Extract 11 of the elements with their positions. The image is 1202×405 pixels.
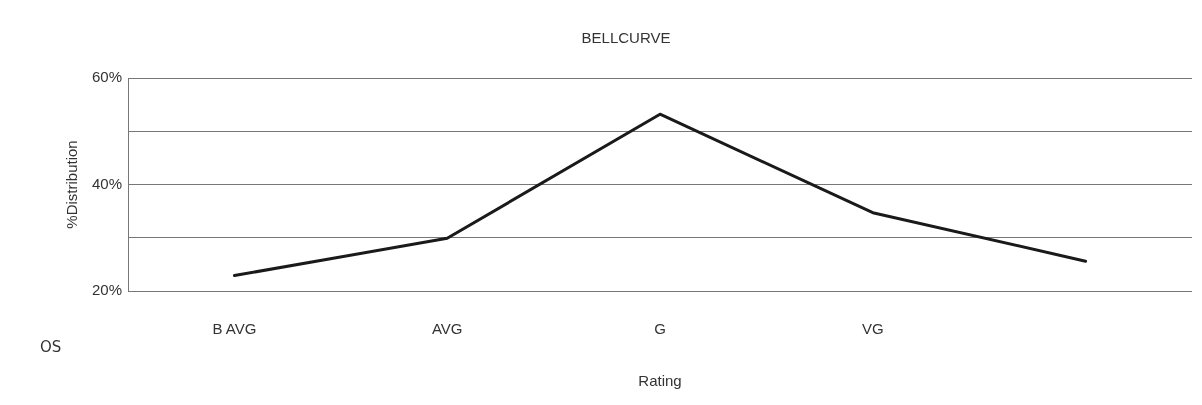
chart-title: BELLCURVE — [581, 29, 671, 47]
y-tick-label: 60% — [91, 68, 123, 86]
text: OS — [40, 338, 62, 356]
x-tick-label: B AVG — [212, 320, 257, 338]
y-tick-label: 20% — [91, 281, 123, 299]
x-tick-label: AVG — [431, 320, 463, 338]
y-axis-title: %Distribution — [63, 140, 81, 229]
x-axis-title: Rating — [638, 372, 682, 390]
x-tick-label: G — [654, 320, 666, 338]
x-tick-label: VG — [861, 320, 884, 338]
y-tick-label: 40% — [91, 174, 123, 192]
